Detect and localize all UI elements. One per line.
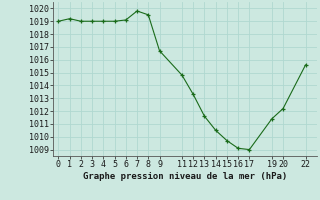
X-axis label: Graphe pression niveau de la mer (hPa): Graphe pression niveau de la mer (hPa): [83, 172, 287, 181]
